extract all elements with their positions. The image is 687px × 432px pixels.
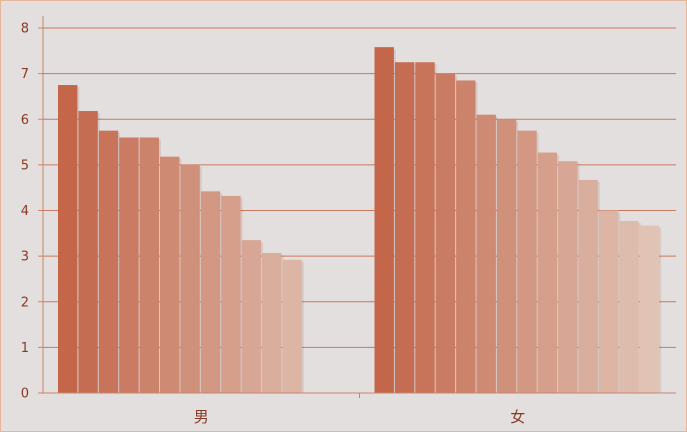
bar <box>496 119 517 393</box>
y-tick-label: 8 <box>21 22 29 37</box>
bar <box>394 62 415 393</box>
y-tick-label: 7 <box>21 67 29 82</box>
bar <box>456 80 476 393</box>
y-tick-label: 1 <box>21 341 29 356</box>
y-tick-label: 0 <box>21 387 29 402</box>
bar <box>78 111 98 393</box>
bar <box>476 114 496 393</box>
bar <box>619 220 639 393</box>
y-tick-label: 6 <box>21 113 29 128</box>
x-category-label: 男 <box>194 408 209 426</box>
bar <box>415 62 435 393</box>
bar <box>598 210 619 393</box>
bar <box>180 164 200 393</box>
bar <box>119 137 139 393</box>
y-tick-label: 5 <box>21 158 29 173</box>
bar <box>374 47 394 393</box>
y-tick-labels: 0 1 2 3 4 5 6 7 8 <box>21 22 29 402</box>
bar <box>537 152 558 393</box>
bar <box>200 191 221 393</box>
bar <box>221 195 241 393</box>
bar <box>639 225 660 393</box>
x-category-label: 女 <box>510 408 525 426</box>
bars <box>58 47 662 393</box>
bar <box>98 130 119 393</box>
bar <box>435 73 456 393</box>
y-tick-label: 2 <box>21 295 29 310</box>
x-tick-labels: 男女 <box>194 408 526 426</box>
axes <box>38 16 676 398</box>
bar <box>282 259 302 393</box>
bar <box>58 85 78 393</box>
bar <box>160 156 180 393</box>
bar <box>578 179 598 393</box>
bar <box>558 161 578 393</box>
y-tick-label: 4 <box>21 204 29 219</box>
bar <box>241 240 261 393</box>
y-tick-label: 3 <box>21 250 29 265</box>
bar <box>139 137 159 393</box>
bar <box>262 252 282 393</box>
bar <box>517 130 537 393</box>
